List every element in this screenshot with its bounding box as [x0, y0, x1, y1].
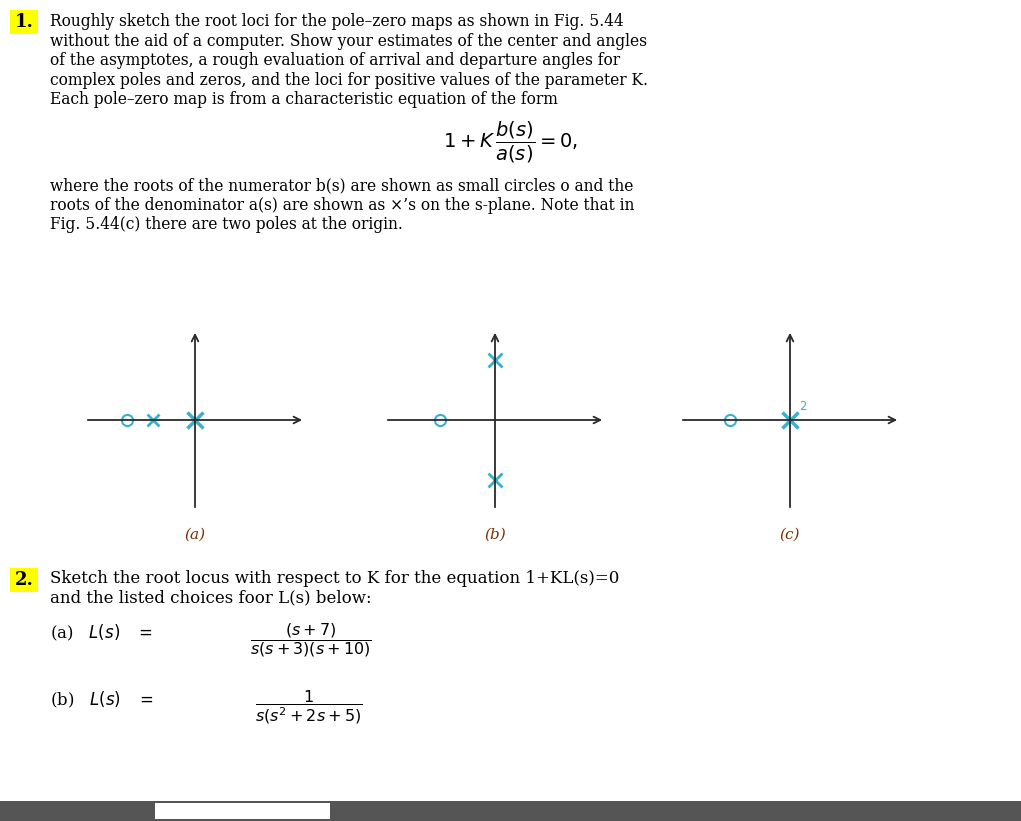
Text: (b)   $L(s)$   $=$: (b) $L(s)$ $=$ [50, 690, 153, 710]
Text: of the asymptotes, a rough evaluation of arrival and departure angles for: of the asymptotes, a rough evaluation of… [50, 52, 620, 69]
Text: Sketch the root locus with respect to K for the equation 1+KL(s)=0: Sketch the root locus with respect to K … [50, 570, 620, 587]
Text: 2: 2 [799, 400, 807, 413]
Text: (c): (c) [780, 528, 800, 542]
Text: and the listed choices foor L(s) below:: and the listed choices foor L(s) below: [50, 589, 372, 607]
Text: (a): (a) [185, 528, 205, 542]
Text: roots of the denominator a(s) are shown as ×’s on the s-plane. Note that in: roots of the denominator a(s) are shown … [50, 196, 634, 213]
Bar [155, 803, 330, 819]
Text: Fig. 5.44(c) there are two poles at the origin.: Fig. 5.44(c) there are two poles at the … [50, 216, 403, 233]
Text: 1.: 1. [14, 13, 34, 31]
Text: (a)   $L(s)$   $=$: (a) $L(s)$ $=$ [50, 623, 153, 643]
Text: Roughly sketch the root loci for the pole–zero maps as shown in Fig. 5.44: Roughly sketch the root loci for the pol… [50, 13, 624, 30]
Text: (b): (b) [484, 528, 505, 542]
Bar [0, 801, 1021, 821]
Text: where the roots of the numerator b(s) are shown as small circles o and the: where the roots of the numerator b(s) ar… [50, 177, 633, 194]
Text: $1 + K\,\dfrac{b(s)}{a(s)} = 0,$: $1 + K\,\dfrac{b(s)}{a(s)} = 0,$ [443, 120, 579, 165]
Text: $\dfrac{(s+7)}{s(s+3)(s+10)}$: $\dfrac{(s+7)}{s(s+3)(s+10)}$ [250, 621, 372, 659]
Bar [10, 10, 38, 34]
Text: Each pole–zero map is from a characteristic equation of the form: Each pole–zero map is from a characteris… [50, 91, 557, 108]
Text: $\dfrac{1}{s(s^2+2s+5)}$: $\dfrac{1}{s(s^2+2s+5)}$ [255, 688, 362, 726]
Bar [10, 568, 38, 592]
Text: complex poles and zeros, and the loci for positive values of the parameter K.: complex poles and zeros, and the loci fo… [50, 71, 648, 89]
Text: without the aid of a computer. Show your estimates of the center and angles: without the aid of a computer. Show your… [50, 33, 647, 49]
Text: 2.: 2. [14, 571, 34, 589]
